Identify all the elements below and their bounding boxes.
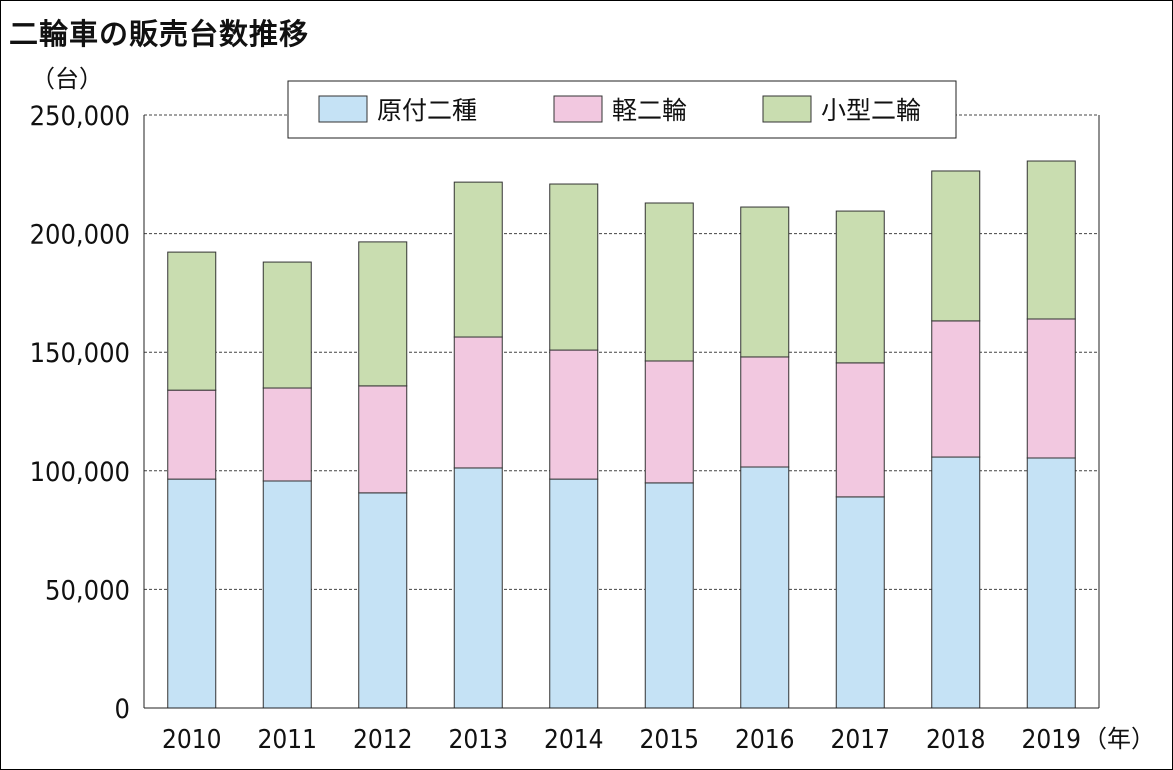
- bar-segment: [740, 356, 790, 468]
- legend-box: [287, 80, 957, 139]
- y-axis-unit-label: （台）: [31, 65, 103, 93]
- bar-segment: [931, 320, 981, 458]
- bar-segment: [835, 362, 885, 498]
- y-tick-label: 50,000: [45, 575, 130, 606]
- bar-segment: [644, 360, 694, 484]
- y-tick-label: 250,000: [30, 101, 130, 132]
- y-tick-label: 100,000: [30, 457, 130, 488]
- legend-label: 原付二種: [377, 96, 477, 125]
- bar-segment: [167, 251, 217, 391]
- x-tick-label: 2012: [353, 725, 413, 755]
- y-tick-label: 0: [115, 694, 130, 725]
- bar-segment: [835, 210, 885, 364]
- x-tick-label: 2018: [926, 725, 986, 755]
- bar-segment: [167, 389, 217, 480]
- chart-title: 二輪車の販売台数推移: [9, 17, 310, 51]
- x-tick-label: 2017: [830, 725, 890, 755]
- bar-segment: [358, 385, 408, 494]
- bar-segment: [453, 181, 503, 338]
- bar-segment: [1026, 457, 1076, 709]
- y-tick-label: 150,000: [30, 338, 130, 369]
- legend-label: 小型二輪: [821, 96, 921, 125]
- bar-segment: [167, 478, 217, 709]
- bar-segment: [262, 387, 312, 482]
- bar-segment: [549, 183, 599, 351]
- bar-segment: [453, 336, 503, 469]
- bar-segment: [358, 492, 408, 709]
- x-tick-label: 2019: [1021, 725, 1081, 755]
- bar-segment: [1026, 318, 1076, 459]
- bar-segment: [549, 478, 599, 709]
- bar-segment: [931, 170, 981, 322]
- bar-segment: [1026, 160, 1076, 320]
- x-tick-label: 2016: [735, 725, 795, 755]
- legend-swatch: [553, 95, 603, 123]
- x-tick-label: 2010: [162, 725, 222, 755]
- x-tick-label: 2015: [639, 725, 699, 755]
- x-tick-label: 2011: [257, 725, 317, 755]
- y-tick-label: 200,000: [30, 220, 130, 251]
- legend-swatch: [762, 95, 812, 123]
- bar-segment: [644, 482, 694, 709]
- legend-swatch: [318, 95, 368, 123]
- bar-segment: [453, 467, 503, 709]
- bar-segment: [835, 496, 885, 709]
- bar-segment: [740, 466, 790, 709]
- bar-segment: [262, 480, 312, 709]
- x-axis-unit-label: （年）: [1083, 725, 1155, 753]
- bar-segment: [931, 456, 981, 709]
- bar-segment: [740, 206, 790, 358]
- bar-segment: [358, 241, 408, 387]
- x-tick-label: 2013: [448, 725, 508, 755]
- x-tick-label: 2014: [544, 725, 604, 755]
- bar-segment: [262, 261, 312, 389]
- bar-segment: [549, 349, 599, 480]
- bar-segment: [644, 202, 694, 362]
- legend-label: 軽二輪: [612, 96, 687, 125]
